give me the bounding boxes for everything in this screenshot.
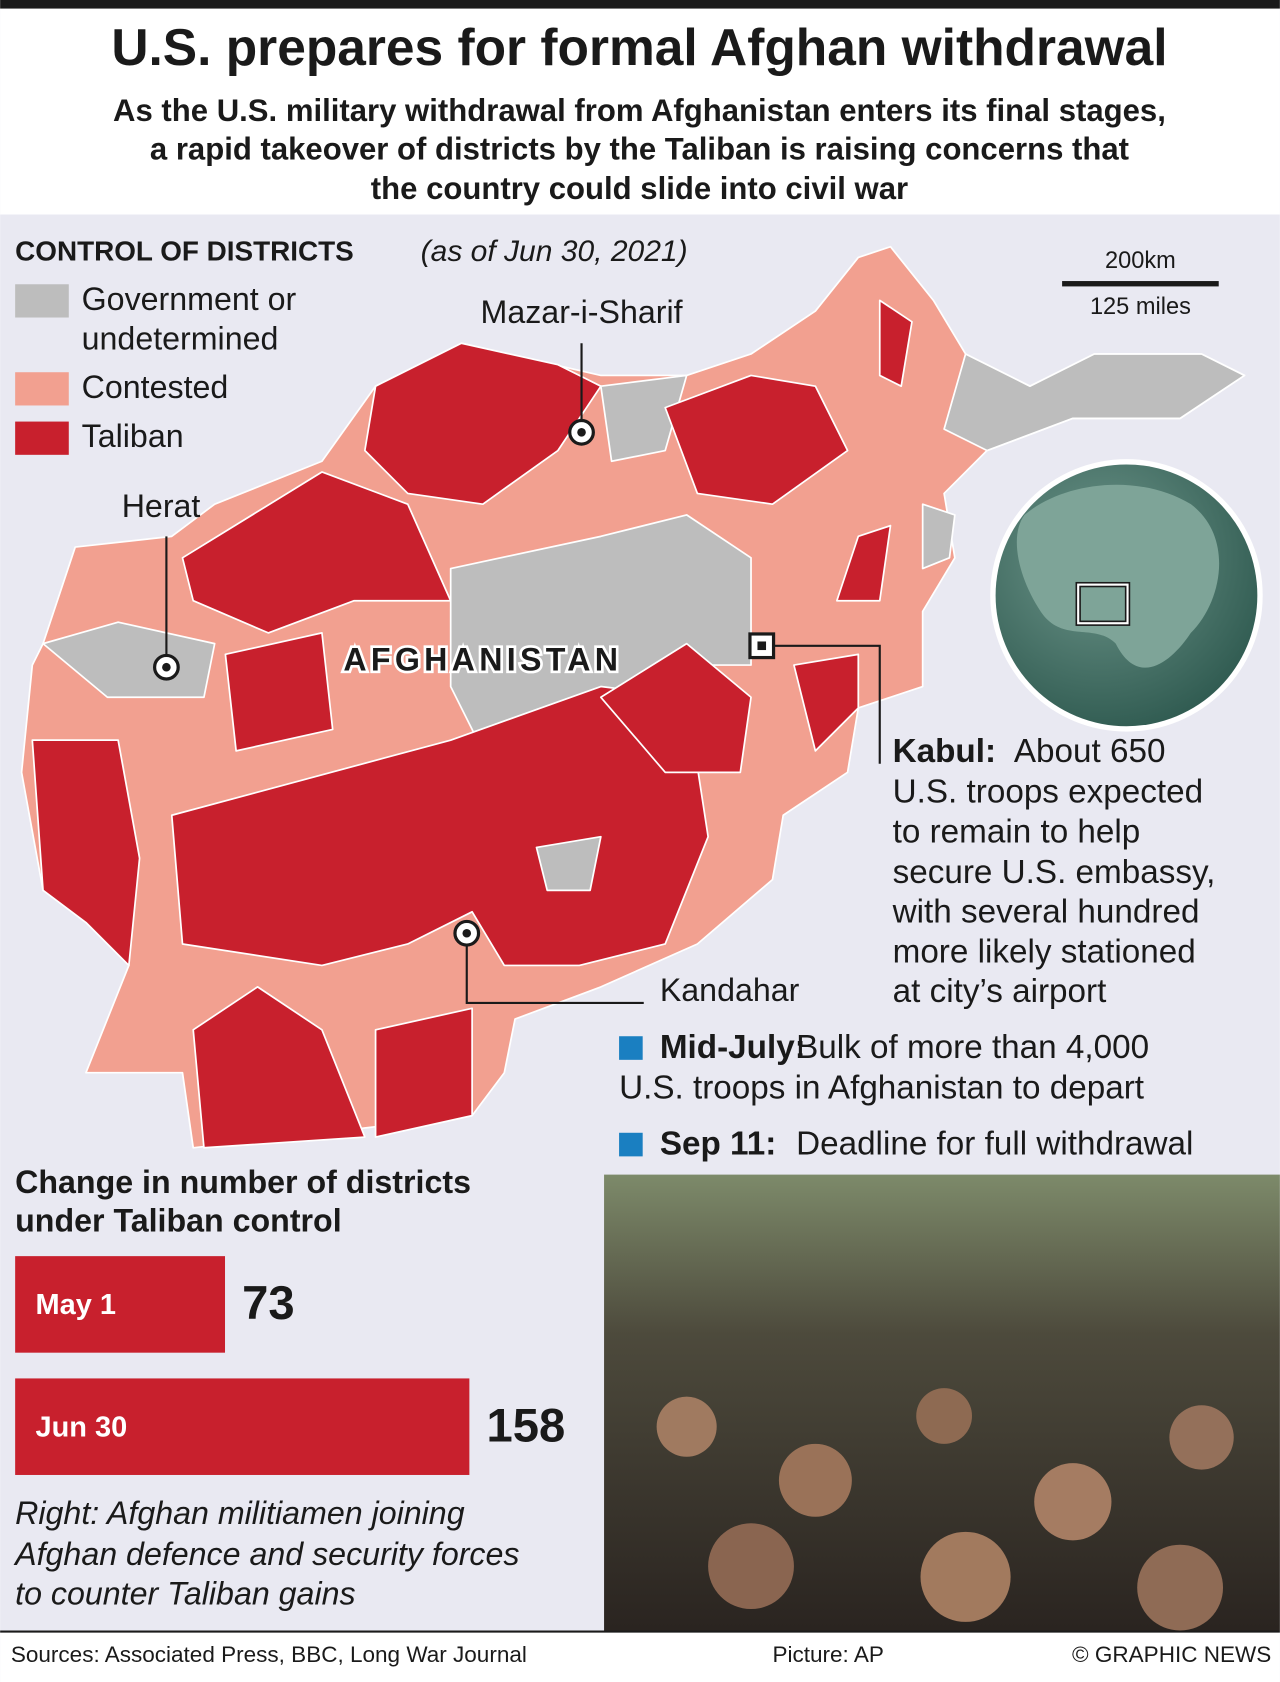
bar-category-label: May 1 [36, 1289, 116, 1321]
photo-detail [656, 1396, 717, 1457]
subtitle: the country could slide into civil war [371, 171, 908, 206]
photo-detail [708, 1523, 794, 1610]
legend-label: undetermined [82, 321, 279, 357]
district [181, 471, 452, 634]
district [192, 986, 366, 1149]
timeline-text: U.S. troops in Afghanistan to depart [619, 1070, 1144, 1107]
bar [15, 1378, 470, 1475]
legend-swatch [15, 372, 69, 406]
timeline-text: Deadline for full withdrawal [796, 1125, 1193, 1162]
caption: Afghan defence and security forces [13, 1536, 519, 1572]
chart-title: under Taliban control [15, 1202, 342, 1238]
photo-detail [778, 1443, 852, 1517]
district [921, 503, 956, 570]
legend-label: Government or [82, 281, 297, 317]
globe-land [1016, 484, 1220, 668]
legend-label: Contested [82, 369, 229, 405]
district [374, 1007, 473, 1138]
scale-bar [1062, 281, 1219, 287]
footer-picture: Picture: AP [772, 1642, 883, 1667]
legend-date: (as of Jun 30, 2021) [421, 235, 688, 268]
district [793, 653, 860, 752]
timeline-bullet [619, 1132, 643, 1157]
bar-value-label: 158 [487, 1399, 566, 1452]
photo-detail [920, 1531, 1011, 1622]
timeline-date: Sep 11: [660, 1125, 776, 1162]
top-bar [0, 0, 1280, 9]
photo-detail [1034, 1463, 1112, 1541]
leader-line [465, 943, 644, 1005]
caption: to counter Taliban gains [15, 1576, 355, 1612]
country-label: AFGHANISTAN [343, 641, 622, 677]
capital-marker-dot [757, 641, 767, 651]
district [170, 685, 709, 967]
city-label: Herat [122, 488, 201, 524]
district [31, 739, 141, 967]
kabul-text: U.S. troops expected [893, 774, 1204, 811]
district [835, 524, 892, 602]
legend-swatch [15, 284, 69, 318]
bar-chart: May 1 73 Jun 30 158 [15, 1256, 565, 1475]
district [449, 514, 752, 752]
bar-value-label: 73 [242, 1277, 294, 1330]
city-marker-dot [577, 428, 586, 437]
locator-globe [990, 459, 1263, 732]
kabul-text: more likely stationed [893, 933, 1196, 970]
district [599, 642, 752, 774]
legend: Government or undetermined Contested Taliba… [15, 281, 297, 455]
title: U.S. prepares for formal Afghan withdraw… [111, 18, 1167, 76]
district [943, 353, 1246, 452]
legend-swatch [15, 421, 69, 455]
city-label: Mazar-i-Sharif [481, 294, 683, 330]
city-marker-dot [162, 662, 171, 672]
kabul-text: with several hundred [892, 894, 1200, 931]
bar [15, 1256, 226, 1353]
district [535, 835, 602, 892]
district [363, 342, 602, 506]
map [20, 245, 1246, 1149]
kabul-text: secure U.S. embassy, [893, 854, 1216, 891]
photo-detail [1137, 1544, 1224, 1631]
caption: Right: Afghan militiamen joining [15, 1495, 465, 1531]
footer-copyright: © GRAPHIC NEWS [1072, 1642, 1271, 1667]
legend-label: Taliban [82, 418, 184, 454]
globe-box-inner [1077, 583, 1129, 625]
subtitle: a rapid takeover of districts by the Tal… [150, 131, 1129, 166]
photo-detail [916, 1388, 973, 1444]
city-marker-dot [462, 928, 472, 938]
footer-background [0, 1630, 1280, 1682]
scale-label: 200km [1105, 247, 1176, 273]
kabul-text: to remain to help [893, 813, 1141, 850]
chart-title: Change in number of districts [15, 1164, 471, 1200]
timeline-text: Bulk of more than 4,000 [796, 1029, 1149, 1066]
scale-label: 125 miles [1090, 293, 1191, 319]
kabul-text: About 650 [1014, 733, 1166, 770]
district [599, 374, 688, 463]
photo-detail [1169, 1405, 1234, 1470]
timeline-bullet [619, 1036, 643, 1060]
header-background [0, 0, 1280, 215]
leader-line [774, 644, 881, 764]
timeline-date: Mid-July: [660, 1029, 806, 1066]
district [224, 632, 334, 752]
photo [604, 1174, 1280, 1631]
subtitle: As the U.S. military withdrawal from Afg… [113, 93, 1166, 128]
district [664, 374, 849, 506]
kabul-text: at city’s airport [893, 973, 1107, 1010]
footer-sources: Sources: Associated Press, BBC, Long War… [11, 1642, 527, 1667]
kabul-label: Kabul: [893, 733, 996, 770]
city-label: Kandahar [660, 972, 800, 1008]
district [878, 299, 913, 388]
bar-category-label: Jun 30 [36, 1411, 128, 1443]
legend-title: CONTROL OF DISTRICTS [15, 236, 354, 267]
